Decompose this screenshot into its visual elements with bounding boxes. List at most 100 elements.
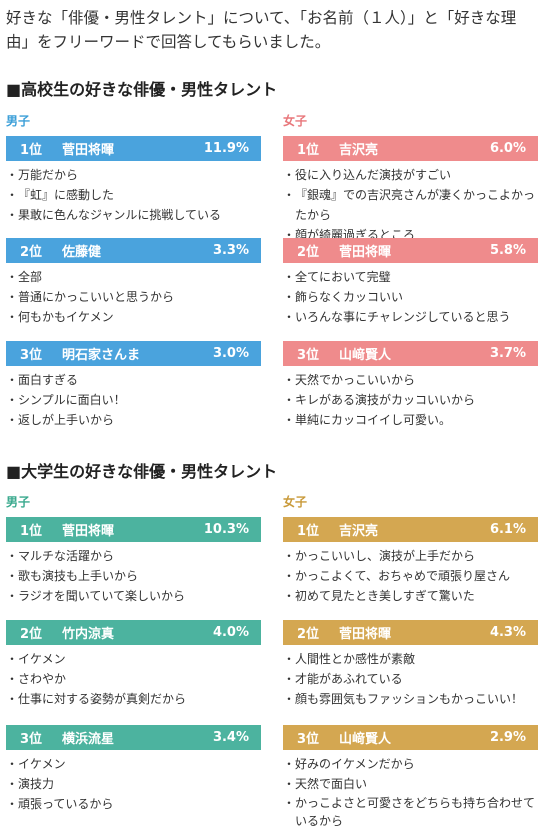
rank-bar-hs-boys-2: 2位 佐藤健 3.3%: [6, 238, 261, 263]
reason-item: いろんな事にチャレンジしていると思う: [283, 307, 543, 327]
rank-number: 1位: [20, 524, 43, 539]
rank-bar-univ-girls-1: 1位 吉沢亮 6.1%: [283, 517, 538, 542]
celebrity-name: 菅田将暉: [339, 245, 392, 260]
reason-item: 好みのイケメンだから: [283, 754, 543, 774]
rank-bar-univ-boys-2: 2位 竹内涼真 4.0%: [6, 620, 261, 645]
percentage: 6.1%: [489, 522, 526, 537]
rank-number: 2位: [20, 627, 43, 642]
reason-item: 『虹』に感動した: [6, 185, 268, 205]
rank-number: 1位: [20, 143, 43, 158]
reason-item: シンプルに面白い！: [6, 390, 268, 410]
rank-bar-univ-girls-3: 3位 山﨑賢人 2.9%: [283, 725, 538, 750]
celebrity-name: 山﨑賢人: [339, 348, 392, 363]
reason-item: 歌も演技も上手いから: [6, 566, 268, 586]
reason-item: マルチな活躍から: [6, 546, 268, 566]
rank-bar-hs-girls-3: 3位 山﨑賢人 3.7%: [283, 341, 538, 366]
rank-bar-hs-boys-3: 3位 明石家さんま 3.0%: [6, 341, 261, 366]
reason-list: イケメン さわやか 仕事に対する姿勢が真剣だから: [6, 649, 268, 709]
reason-item: キレがある演技がカッコいいから: [283, 390, 543, 410]
rank-bar-hs-girls-2: 2位 菅田将暉 5.8%: [283, 238, 538, 263]
reason-item: 才能があふれている: [283, 669, 543, 689]
rank-number: 3位: [297, 348, 320, 363]
reason-item: 『銀魂』での吉沢亮さんが凄くかっこよかったから: [283, 185, 543, 225]
percentage: 3.3%: [212, 243, 249, 258]
reason-item: 役に入り込んだ演技がすごい: [283, 165, 543, 185]
reason-item: 天然で面白い: [283, 774, 543, 794]
reason-item: 万能だから: [6, 165, 268, 185]
section-title-university: ■大学生の好きな俳優・男性タレント: [6, 462, 278, 481]
percentage: 5.8%: [489, 243, 526, 258]
intro-text: 好きな「俳優・男性タレント」について、「お名前（１人）」と「好きな理由」をフリー…: [6, 9, 517, 51]
rank-bar-univ-boys-3: 3位 横浜流星 3.4%: [6, 725, 261, 750]
reason-item: 演技力: [6, 774, 268, 794]
rank-number: 3位: [20, 348, 43, 363]
reason-list: 面白すぎる シンプルに面白い！ 返しが上手いから: [6, 370, 268, 430]
reason-list: 全てにおいて完璧 飾らなくカッコいい いろんな事にチャレンジしていると思う: [283, 267, 543, 327]
reason-item: 天然でかっこいいから: [283, 370, 543, 390]
reason-list: 全部 普通にかっこいいと思うから 何もかもイケメン: [6, 267, 268, 327]
rank-number: 2位: [297, 627, 320, 642]
reason-list: 万能だから 『虹』に感動した 果敢に色んなジャンルに挑戦している: [6, 165, 268, 225]
celebrity-name: 山﨑賢人: [339, 732, 392, 747]
percentage: 3.7%: [489, 346, 526, 361]
celebrity-name: 吉沢亮: [339, 143, 379, 158]
reason-item: 頑張っているから: [6, 794, 268, 814]
percentage: 4.0%: [212, 625, 249, 640]
reason-item: ラジオを聞いていて楽しいから: [6, 586, 268, 606]
reason-item: 普通にかっこいいと思うから: [6, 287, 268, 307]
rank-bar-hs-girls-1: 1位 吉沢亮 6.0%: [283, 136, 538, 161]
rank-number: 2位: [20, 245, 43, 260]
rank-bar-univ-girls-2: 2位 菅田将暉 4.3%: [283, 620, 538, 645]
reason-item: かっこよくて、おちゃめで頑張り屋さん: [283, 566, 543, 586]
reason-item: 初めて見たとき美しすぎて驚いた: [283, 586, 543, 606]
group-label-girls-university: 女子: [283, 495, 308, 509]
celebrity-name: 菅田将暉: [62, 524, 115, 539]
rank-bar-univ-boys-1: 1位 菅田将暉 10.3%: [6, 517, 261, 542]
reason-list: マルチな活躍から 歌も演技も上手いから ラジオを聞いていて楽しいから: [6, 546, 268, 606]
reason-item: 面白すぎる: [6, 370, 268, 390]
celebrity-name: 菅田将暉: [339, 627, 392, 642]
rank-number: 3位: [20, 732, 43, 747]
rank-number: 1位: [297, 524, 320, 539]
reason-item: かっこいいし、演技が上手だから: [283, 546, 543, 566]
rank-number: 3位: [297, 732, 320, 747]
reason-item: 単純にカッコイイし可愛い。: [283, 410, 543, 430]
reason-list: かっこいいし、演技が上手だから かっこよくて、おちゃめで頑張り屋さん 初めて見た…: [283, 546, 543, 606]
reason-item: 飾らなくカッコいい: [283, 287, 543, 307]
reason-item: 顔も雰囲気もファッションもかっこいい！: [283, 689, 543, 709]
reason-item: 何もかもイケメン: [6, 307, 268, 327]
rank-bar-hs-boys-1: 1位 菅田将暉 11.9%: [6, 136, 261, 161]
rank-number: 1位: [297, 143, 320, 158]
celebrity-name: 菅田将暉: [62, 143, 115, 158]
reason-list: 人間性とか感性が素敵 才能があふれている 顔も雰囲気もファッションもかっこいい！: [283, 649, 543, 709]
percentage: 11.9%: [203, 141, 249, 156]
reason-item: 返しが上手いから: [6, 410, 268, 430]
reason-item: 人間性とか感性が素敵: [283, 649, 543, 669]
reason-list: 好みのイケメンだから 天然で面白い かっこよさと可愛さをどちらも持ち合わせている…: [283, 754, 543, 830]
reason-item: 全てにおいて完璧: [283, 267, 543, 287]
reason-item: さわやか: [6, 669, 268, 689]
reason-item: 果敢に色んなジャンルに挑戦している: [6, 205, 268, 225]
percentage: 3.0%: [212, 346, 249, 361]
celebrity-name: 吉沢亮: [339, 524, 379, 539]
rank-number: 2位: [297, 245, 320, 260]
percentage: 2.9%: [489, 730, 526, 745]
celebrity-name: 竹内涼真: [62, 627, 115, 642]
celebrity-name: 横浜流星: [62, 732, 115, 747]
group-label-girls-highschool: 女子: [283, 114, 308, 128]
reason-item: イケメン: [6, 649, 268, 669]
percentage: 4.3%: [489, 625, 526, 640]
reason-item: 仕事に対する姿勢が真剣だから: [6, 689, 268, 709]
reason-item: 全部: [6, 267, 268, 287]
group-label-boys-university: 男子: [6, 495, 31, 509]
celebrity-name: 明石家さんま: [62, 348, 141, 363]
reason-item: かっこよさと可愛さをどちらも持ち合わせているから: [283, 794, 543, 830]
reason-list: イケメン 演技力 頑張っているから: [6, 754, 268, 814]
reason-item: イケメン: [6, 754, 268, 774]
reason-list: 天然でかっこいいから キレがある演技がカッコいいから 単純にカッコイイし可愛い。: [283, 370, 543, 430]
reason-list: 役に入り込んだ演技がすごい 『銀魂』での吉沢亮さんが凄くかっこよかったから 顔が…: [283, 165, 543, 245]
group-label-boys-highschool: 男子: [6, 114, 31, 128]
percentage: 3.4%: [212, 730, 249, 745]
percentage: 10.3%: [203, 522, 249, 537]
percentage: 6.0%: [489, 141, 526, 156]
